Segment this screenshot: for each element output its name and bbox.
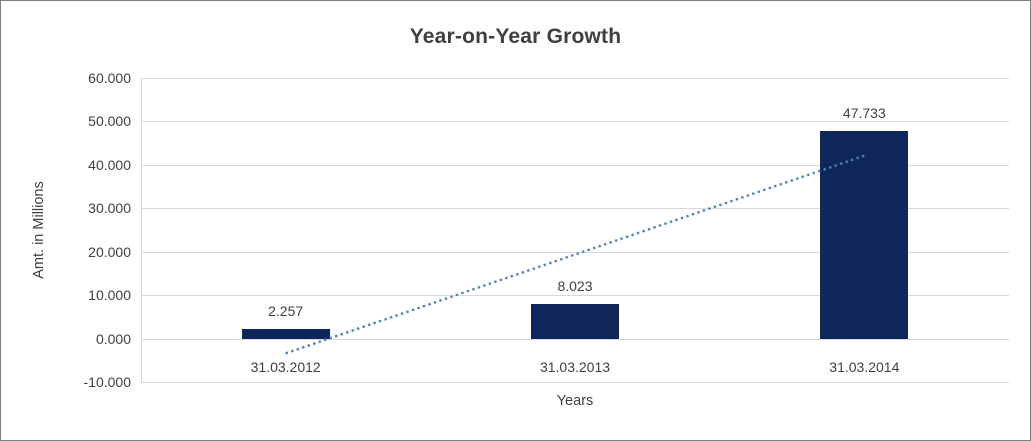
bar-31.03.2012 (241, 328, 330, 339)
x-tick-label: 31.03.2014 (829, 359, 900, 375)
gridline (141, 121, 1009, 123)
gridline (141, 295, 1009, 297)
data-label: 47.733 (842, 105, 886, 122)
x-tick-label: 31.03.2012 (250, 359, 321, 375)
y-tick-label: 0.000 (95, 330, 131, 347)
gridline (141, 164, 1009, 166)
y-axis-title: Amt. in Millions (31, 181, 47, 279)
gridline (141, 338, 1009, 340)
gridline (141, 382, 1009, 383)
x-axis-title: Years (556, 393, 594, 409)
y-tick-label: 20.000 (88, 243, 131, 260)
gridline (141, 78, 1009, 79)
y-tick-label: 30.000 (88, 200, 131, 217)
trendline (285, 154, 865, 355)
data-label: 8.023 (557, 277, 593, 294)
x-tick-label: 31.03.2013 (539, 359, 611, 375)
data-label: 2.257 (268, 302, 304, 319)
y-tick-label: 40.000 (88, 156, 131, 173)
gridline (141, 208, 1009, 210)
plot-area (141, 78, 1009, 383)
bar-31.03.2013 (531, 303, 619, 339)
y-tick-label: 10.000 (88, 287, 131, 304)
y-tick-label: 60.000 (88, 70, 131, 86)
gridline (141, 251, 1009, 253)
y-tick-label: 50.000 (88, 113, 131, 130)
chart-title: Year-on-Year Growth (409, 25, 622, 48)
y-tick-label: -10.000 (83, 374, 131, 390)
